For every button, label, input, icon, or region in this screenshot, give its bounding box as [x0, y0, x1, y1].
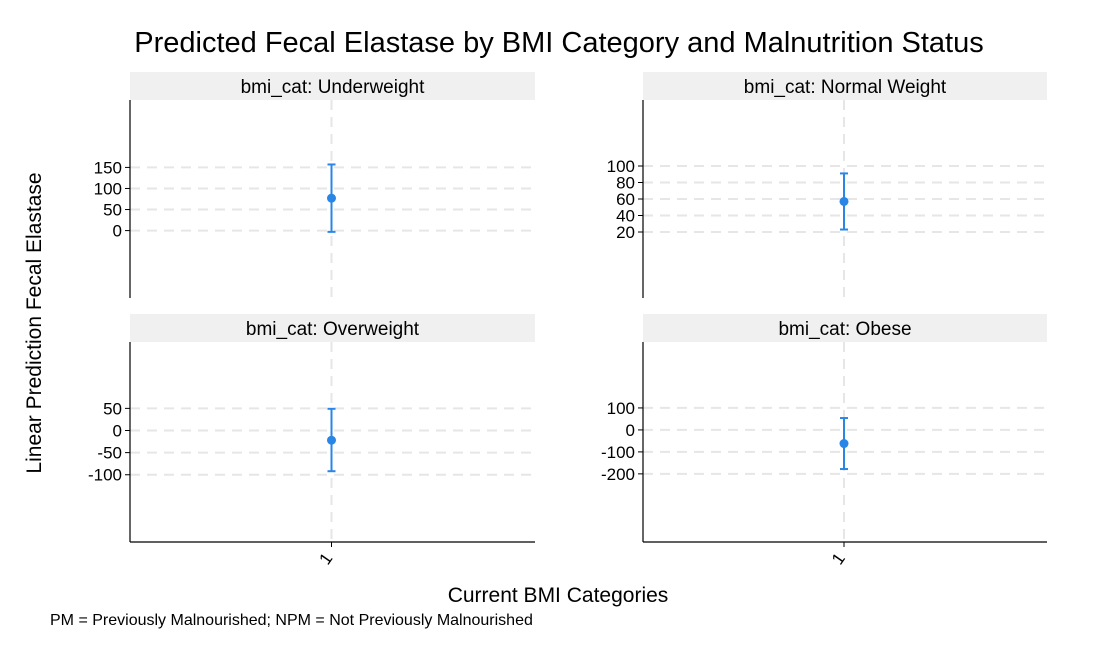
y-tick-label: 0 — [626, 421, 635, 440]
y-tick-label: -100 — [88, 466, 122, 485]
panel-strip — [643, 72, 1047, 100]
y-tick-label: 150 — [94, 158, 122, 177]
y-tick-label: 100 — [94, 179, 122, 198]
panel-label: bmi_cat: Obese — [778, 319, 911, 340]
chart-title: Predicted Fecal Elastase by BMI Category… — [134, 27, 983, 59]
panel-4: bmi_cat: Obese -200 -100 0 100 1 — [601, 314, 1047, 568]
panel-label: bmi_cat: Overweight — [246, 319, 420, 340]
x-axis-label: Current BMI Categories — [448, 584, 669, 607]
y-tick-label: -100 — [601, 443, 635, 462]
x-tick-label: 1 — [828, 550, 849, 569]
y-tick-label: -200 — [601, 465, 635, 484]
y-tick-label: 40 — [616, 207, 635, 226]
y-axis-label: Linear Prediction Fecal Elastase — [23, 172, 46, 473]
panel-1: bmi_cat: Underweight 0 50 100 150 — [94, 72, 535, 298]
y-tick-label: -50 — [97, 444, 122, 463]
panel-label: bmi_cat: Underweight — [241, 77, 425, 98]
y-tick-label: 100 — [607, 157, 635, 176]
y-tick-label: 20 — [616, 223, 635, 242]
panel-label: bmi_cat: Normal Weight — [744, 77, 947, 98]
y-tick-label: 80 — [616, 174, 635, 193]
y-tick-label: 50 — [103, 201, 122, 220]
panel-strip — [643, 314, 1047, 342]
y-tick-label: 50 — [103, 399, 122, 418]
point-estimate — [327, 193, 336, 203]
y-tick-label: 60 — [616, 190, 635, 209]
x-tick-label: 1 — [315, 550, 336, 569]
y-tick-label: 100 — [607, 399, 635, 418]
footnote: PM = Previously Malnourished; NPM = Not … — [50, 612, 533, 629]
point-estimate — [327, 435, 336, 445]
y-tick-label: 0 — [113, 222, 122, 241]
point-estimate — [839, 439, 849, 449]
y-tick-label: 0 — [113, 421, 122, 440]
panel-strip — [130, 314, 535, 342]
panel-3: bmi_cat: Overweight -100 -50 0 50 1 — [88, 314, 535, 568]
panel-strip — [130, 72, 535, 100]
point-estimate — [839, 196, 849, 206]
